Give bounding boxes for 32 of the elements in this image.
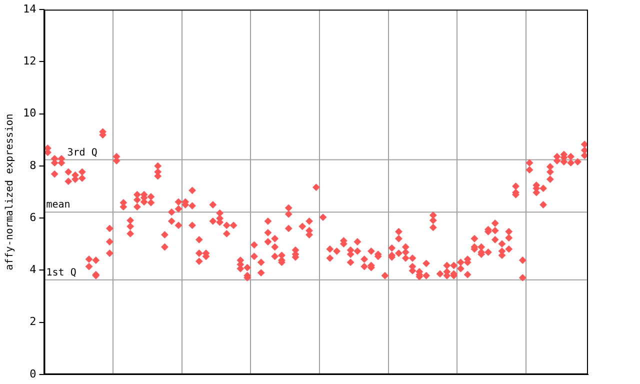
- point: [51, 170, 58, 178]
- y-axis-title: affy-normalized expression: [4, 114, 16, 270]
- y-tick-label: 2: [30, 315, 36, 328]
- point: [271, 252, 278, 260]
- point: [395, 250, 402, 257]
- point: [126, 230, 134, 238]
- y-tick-label: 8: [30, 158, 36, 172]
- point: [134, 203, 141, 210]
- ref-line-label: mean: [46, 200, 70, 211]
- ref-line-label: 3rd Q: [67, 147, 98, 158]
- y-tick-label: 4: [30, 263, 37, 276]
- point: [285, 224, 292, 232]
- y-tick-label: 14: [22, 2, 37, 16]
- y-tick-label: 6: [30, 210, 36, 224]
- point: [484, 248, 492, 256]
- y-tick-label: 0: [30, 367, 36, 380]
- point: [430, 224, 437, 231]
- point: [505, 246, 512, 253]
- point: [347, 258, 354, 266]
- point: [188, 222, 196, 229]
- point: [106, 250, 114, 257]
- point: [174, 222, 182, 229]
- point: [464, 271, 472, 278]
- point: [546, 176, 554, 183]
- point: [402, 254, 410, 262]
- point: [196, 258, 203, 265]
- ref-line-label: 1st Q: [46, 267, 76, 278]
- point: [492, 236, 499, 244]
- y-tick-label: 12: [22, 54, 36, 68]
- point: [264, 238, 272, 246]
- point: [581, 152, 588, 160]
- y-tick-label: 10: [22, 106, 36, 120]
